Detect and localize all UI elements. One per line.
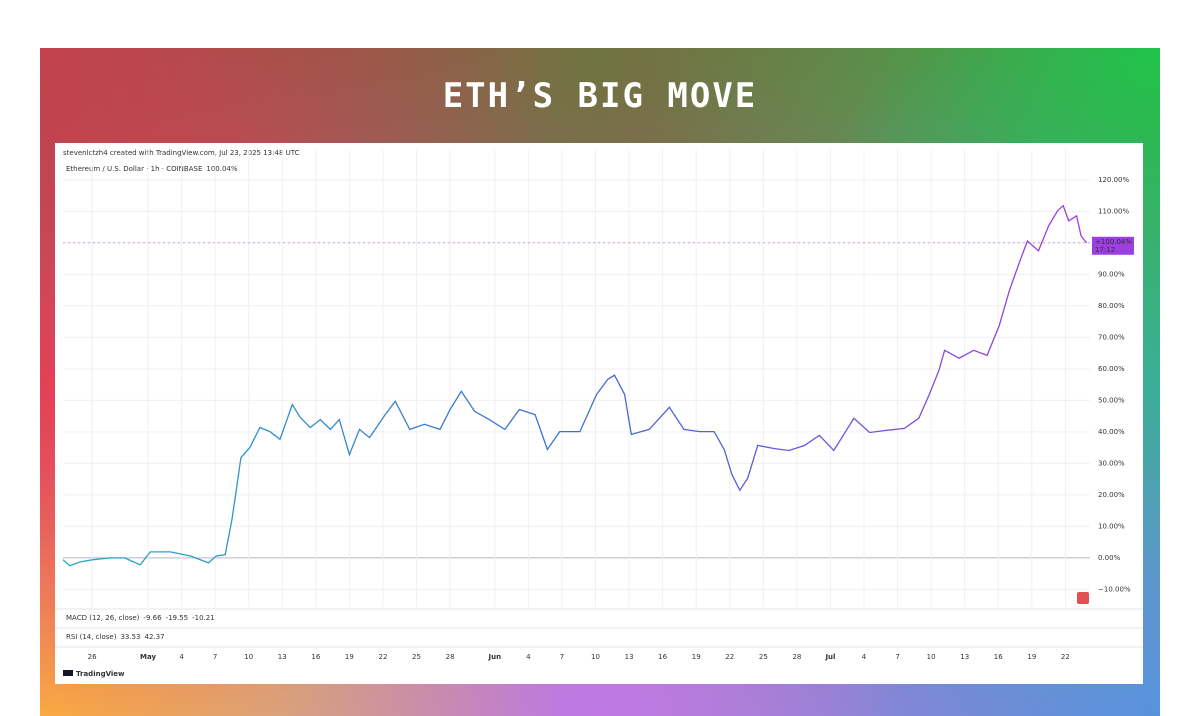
indicator-value: -19.55 bbox=[166, 614, 189, 622]
x-tick-label: Jul bbox=[824, 653, 835, 661]
y-tick-label: 120.00% bbox=[1098, 176, 1129, 184]
y-tick-label: 70.00% bbox=[1098, 333, 1125, 341]
y-tick-label: 0.00% bbox=[1098, 554, 1121, 562]
x-tick-label: 19 bbox=[1027, 653, 1036, 661]
price-tag-time: 17:12 bbox=[1095, 246, 1115, 254]
indicator-value: -10.21 bbox=[192, 614, 215, 622]
x-tick-label: May bbox=[140, 653, 156, 661]
legend-value: 100.04% bbox=[206, 165, 237, 173]
x-tick-label: 10 bbox=[927, 653, 936, 661]
x-tick-label: 19 bbox=[345, 653, 354, 661]
y-tick-label: 10.00% bbox=[1098, 522, 1125, 530]
x-tick-label: 7 bbox=[560, 653, 564, 661]
y-tick-label: −10.00% bbox=[1098, 585, 1131, 593]
symbol-legend: Ethereum / U.S. Dollar · 1h · COINBASE bbox=[66, 165, 202, 173]
price-tag bbox=[1092, 236, 1134, 255]
x-tick-label: Jun bbox=[488, 653, 502, 661]
y-tick-label: 30.00% bbox=[1098, 459, 1125, 467]
x-tick-label: 13 bbox=[278, 653, 287, 661]
y-tick-label: 40.00% bbox=[1098, 428, 1125, 436]
indicator-value: 42.37 bbox=[145, 633, 165, 641]
x-tick-label: 25 bbox=[759, 653, 768, 661]
price-line bbox=[62, 204, 1088, 567]
y-tick-label: 80.00% bbox=[1098, 302, 1125, 310]
title: ETH’S BIG MOVE bbox=[442, 76, 758, 116]
x-tick-label: 28 bbox=[792, 653, 801, 661]
y-tick-label: 60.00% bbox=[1098, 365, 1125, 373]
y-tick-label: 90.00% bbox=[1098, 270, 1125, 278]
x-tick-label: 16 bbox=[658, 653, 667, 661]
x-tick-label: 28 bbox=[446, 653, 455, 661]
y-tick-label: 20.00% bbox=[1098, 491, 1125, 499]
y-tick-label: 110.00% bbox=[1098, 207, 1129, 215]
indicator-name: MACD (12, 26, close) bbox=[66, 614, 140, 622]
x-tick-label: 4 bbox=[179, 653, 184, 661]
x-tick-label: 16 bbox=[311, 653, 320, 661]
x-tick-label: 13 bbox=[625, 653, 634, 661]
logo: TradingView bbox=[76, 670, 125, 678]
x-tick-label: 7 bbox=[213, 653, 217, 661]
flag-icon bbox=[1077, 592, 1089, 604]
x-tick-label: 10 bbox=[244, 653, 253, 661]
x-tick-label: 26 bbox=[88, 653, 97, 661]
price-tag-label: +100.04% bbox=[1095, 238, 1132, 246]
indicator-name: RSI (14, close) bbox=[66, 633, 117, 641]
x-tick-label: 4 bbox=[862, 653, 867, 661]
chart-panel bbox=[55, 143, 1143, 684]
x-tick-label: 10 bbox=[591, 653, 600, 661]
x-tick-label: 4 bbox=[526, 653, 531, 661]
indicator-value: -9.66 bbox=[143, 614, 162, 622]
logo-icon bbox=[63, 670, 73, 676]
x-tick-label: 16 bbox=[994, 653, 1003, 661]
x-tick-label: 22 bbox=[378, 653, 387, 661]
x-tick-label: 22 bbox=[1061, 653, 1070, 661]
x-tick-label: 19 bbox=[692, 653, 701, 661]
x-tick-label: 7 bbox=[895, 653, 899, 661]
x-tick-label: 13 bbox=[960, 653, 969, 661]
y-tick-label: 50.00% bbox=[1098, 396, 1125, 404]
x-tick-label: 22 bbox=[725, 653, 734, 661]
indicator-value: 33.53 bbox=[120, 633, 140, 641]
x-tick-label: 25 bbox=[412, 653, 421, 661]
